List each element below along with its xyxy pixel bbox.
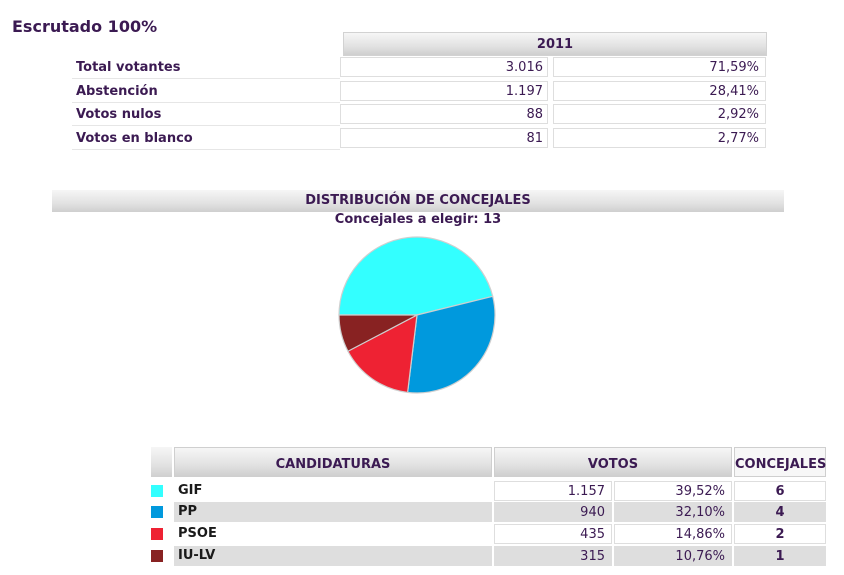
legend-swatch: [151, 506, 163, 518]
party-votes: 435: [494, 524, 612, 544]
row-divider: [72, 125, 340, 126]
seats-pie-chart: [338, 236, 496, 394]
distribution-subtitle: Concejales a elegir: 13: [334, 212, 502, 227]
header-candidaturas: CANDIDATURAS: [174, 447, 492, 477]
party-seats: 6: [734, 481, 826, 501]
party-name: IU-LV: [174, 546, 492, 566]
page-title: Escrutado 100%: [12, 17, 158, 36]
result-row-gif: GIF 1.157 39,52% 6: [151, 481, 826, 501]
row-divider: [72, 78, 340, 79]
summary-count: 1.197: [340, 81, 548, 101]
row-divider: [72, 102, 340, 103]
party-votes: 1.157: [494, 481, 612, 501]
party-votes: 315: [494, 546, 612, 566]
summary-row-abstencion: Abstención 1.197 28,41%: [72, 81, 766, 103]
distribution-title: DISTRIBUCIÓN DE CONCEJALES: [305, 193, 531, 208]
pie-slice-gif: [338, 236, 494, 316]
result-row-psoe: PSOE 435 14,86% 2: [151, 524, 826, 544]
summary-label: Votos en blanco: [76, 131, 193, 146]
summary-pct: 2,92%: [553, 104, 766, 124]
party-pct: 39,52%: [614, 481, 732, 501]
year-header: 2011: [343, 32, 767, 56]
legend-swatch: [151, 550, 163, 562]
legend-swatch: [151, 528, 163, 540]
pie-slice-iu-lv: [338, 314, 418, 353]
distribution-header-bar: [52, 190, 784, 212]
summary-label: Total votantes: [76, 60, 181, 75]
header-votos: VOTOS: [494, 447, 732, 477]
party-seats: 4: [734, 502, 826, 522]
header-concejales: CONCEJALES: [734, 447, 826, 477]
summary-row-votos-nulos: Votos nulos 88 2,92%: [72, 104, 766, 126]
pie-slice-psoe: [347, 313, 418, 394]
summary-row-votos-blanco: Votos en blanco 81 2,77%: [72, 128, 766, 150]
party-pct: 32,10%: [614, 502, 732, 522]
party-name: PSOE: [178, 526, 217, 541]
party-name: PP: [174, 502, 492, 522]
party-name: GIF: [178, 483, 203, 498]
summary-row-total-votantes: Total votantes 3.016 71,59%: [72, 57, 766, 79]
summary-count: 88: [340, 104, 548, 124]
pie-slice-pp: [406, 295, 496, 394]
summary-count: 3.016: [340, 57, 548, 77]
summary-label: Votos nulos: [76, 107, 162, 122]
result-row-iu-lv: IU-LV 315 10,76% 1: [151, 546, 826, 566]
legend-header-spacer: [151, 447, 172, 477]
legend-swatch: [151, 485, 163, 497]
result-row-pp: PP 940 32,10% 4: [151, 502, 826, 522]
summary-pct: 71,59%: [553, 57, 766, 77]
summary-pct: 28,41%: [553, 81, 766, 101]
party-pct: 10,76%: [614, 546, 732, 566]
summary-pct: 2,77%: [553, 128, 766, 148]
party-seats: 1: [734, 546, 826, 566]
summary-count: 81: [340, 128, 548, 148]
summary-label: Abstención: [76, 84, 158, 99]
party-votes: 940: [494, 502, 612, 522]
row-divider: [72, 149, 340, 150]
party-seats: 2: [734, 524, 826, 544]
party-pct: 14,86%: [614, 524, 732, 544]
